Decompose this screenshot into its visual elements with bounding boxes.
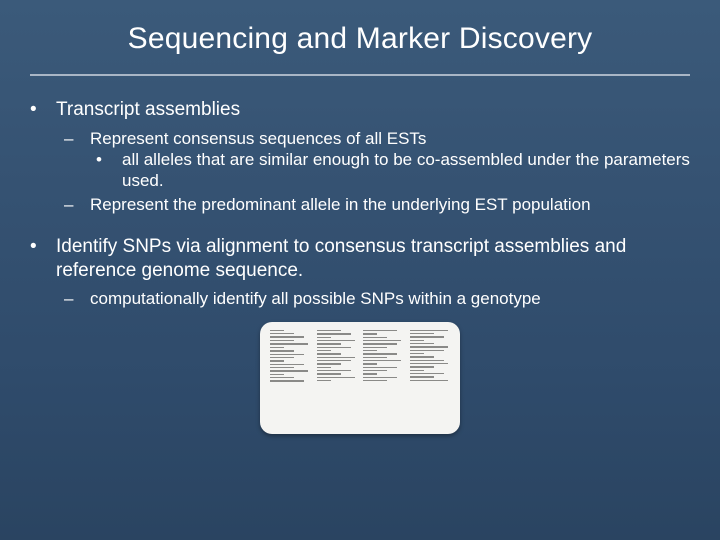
bullet-text: computationally identify all possible SN…	[90, 288, 690, 309]
bullet-list-level1: • Transcript assemblies – Represent cons…	[30, 98, 690, 434]
alignment-figure-icon	[260, 322, 460, 434]
list-item: – Represent consensus sequences of all E…	[30, 128, 690, 192]
list-item: • Identify SNPs via alignment to consens…	[30, 235, 690, 434]
bullet-dash-icon: –	[64, 288, 90, 309]
list-item: • all alleles that are similar enough to…	[30, 149, 690, 192]
bullet-dash-icon: –	[64, 194, 90, 215]
list-item: – Represent the predominant allele in th…	[30, 194, 690, 215]
slide-title: Sequencing and Marker Discovery	[0, 0, 720, 70]
bullet-text: Represent consensus sequences of all EST…	[90, 128, 690, 149]
bullet-text: Transcript assemblies	[56, 98, 690, 122]
slide-content: • Transcript assemblies – Represent cons…	[0, 76, 720, 434]
bullet-dot-icon: •	[30, 98, 56, 122]
bullet-list-level2: – Represent consensus sequences of all E…	[30, 128, 690, 215]
bullet-text: Identify SNPs via alignment to consensus…	[56, 235, 690, 283]
bullet-text: all alleles that are similar enough to b…	[122, 149, 690, 192]
list-item: • Transcript assemblies – Represent cons…	[30, 98, 690, 215]
bullet-text: Represent the predominant allele in the …	[90, 194, 690, 215]
figure-container	[30, 322, 690, 434]
bullet-dash-icon: –	[64, 128, 90, 149]
slide: Sequencing and Marker Discovery • Transc…	[0, 0, 720, 540]
list-item: – computationally identify all possible …	[30, 288, 690, 309]
bullet-list-level2: – computationally identify all possible …	[30, 288, 690, 309]
bullet-list-level3: • all alleles that are similar enough to…	[30, 149, 690, 192]
bullet-dot-icon: •	[96, 149, 122, 192]
bullet-dot-icon: •	[30, 235, 56, 283]
